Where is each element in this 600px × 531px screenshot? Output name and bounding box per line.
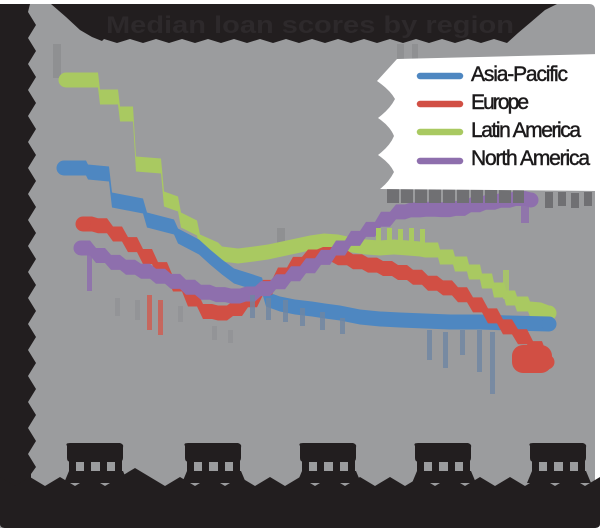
svg-text:Asia-Pacific: Asia-Pacific <box>471 63 568 86</box>
svg-text:Latin America: Latin America <box>471 119 581 142</box>
svg-text:Europe: Europe <box>471 91 529 114</box>
svg-text:Median loan scores by region: Median loan scores by region <box>106 12 514 39</box>
svg-text:North America: North America <box>471 147 590 170</box>
